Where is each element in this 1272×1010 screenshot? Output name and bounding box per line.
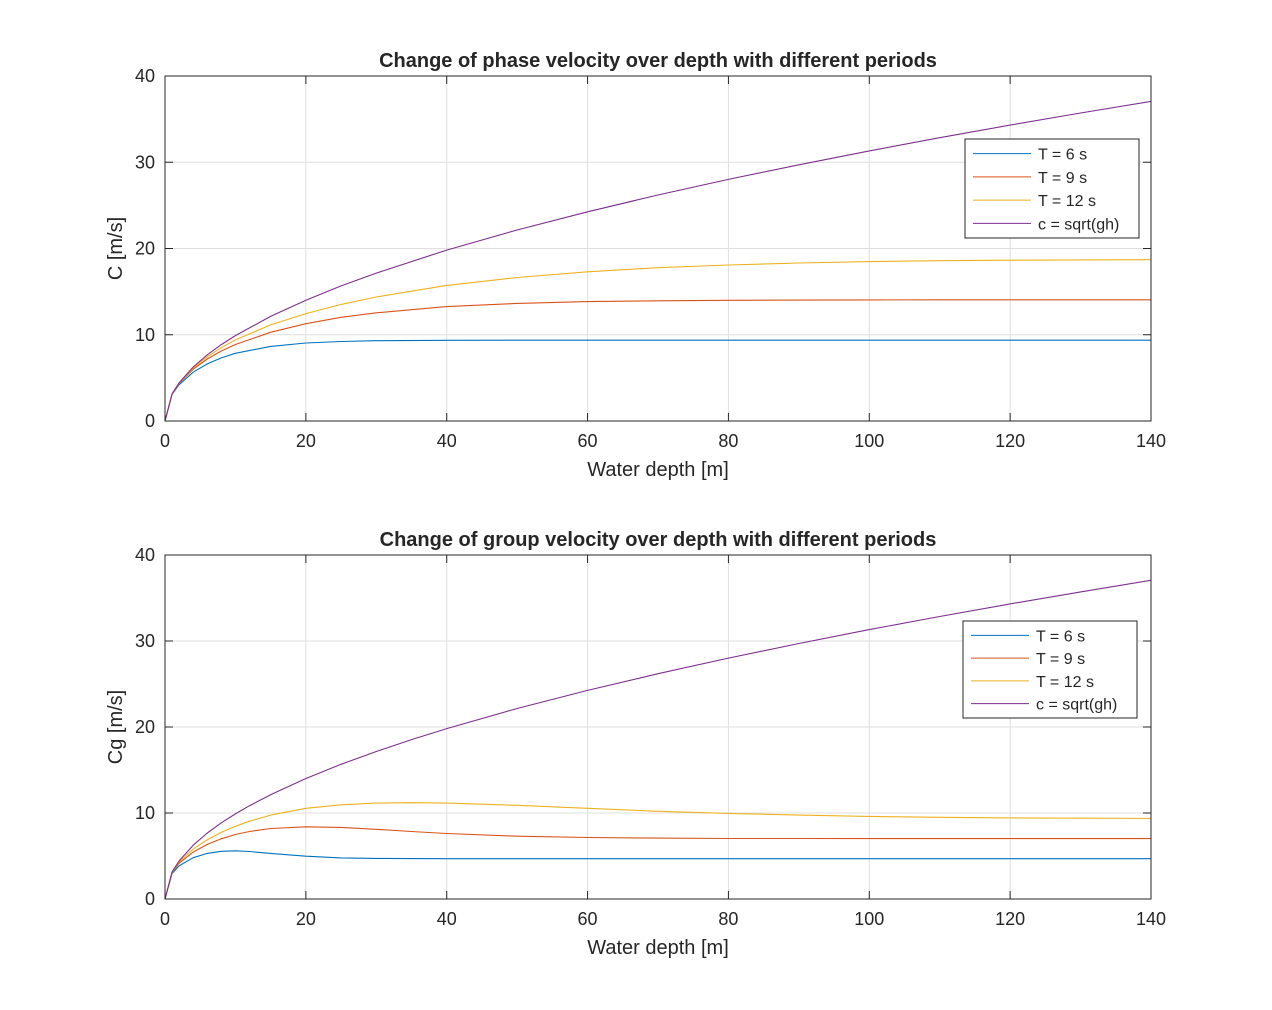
y-tick-label: 30: [135, 631, 155, 651]
group-velocity-ticks: 0 20 40 60 80 100 120 140 0 10 20 30 40: [135, 545, 1166, 929]
group-velocity-series: [164, 579, 1152, 900]
legend-label-sqrt-gh: c = sqrt(gh): [1036, 697, 1117, 714]
x-tick-label: 20: [296, 431, 316, 451]
y-tick-label: 0: [145, 411, 155, 431]
group-velocity-chart: 0 20 40 60 80 100 120 140 0 10 20 30 40 Change of gr…: [105, 529, 1166, 959]
series-line-c-sqrt-gh: [164, 100, 1152, 422]
phase-velocity-series: [164, 100, 1152, 422]
x-tick-label: 0: [160, 431, 170, 451]
group-velocity-grid: [165, 555, 1151, 899]
legend-label-t12: T = 12 s: [1036, 674, 1094, 691]
phase-velocity-y-label: C [m/s]: [105, 217, 127, 280]
y-tick-label: 10: [135, 803, 155, 823]
phase-velocity-legend: T = 6 s T = 9 s T = 12 s c = sqrt(gh): [964, 138, 1140, 239]
group-velocity-y-label: Cg [m/s]: [105, 690, 127, 764]
x-tick-label: 40: [437, 909, 457, 929]
y-tick-label: 30: [135, 152, 155, 172]
legend-label-t6: T = 6 s: [1038, 147, 1087, 164]
legend-entry-t6: T = 6 s: [973, 147, 1087, 164]
group-velocity-x-label: Water depth [m]: [587, 937, 729, 959]
x-tick-label: 140: [1136, 431, 1166, 451]
phase-velocity-chart: 0 20 40 60 80 100 120 140 0 10 20 30 40 Change of ph…: [105, 50, 1166, 481]
y-tick-label: 20: [135, 717, 155, 737]
group-velocity-legend: T = 6 s T = 9 s T = 12 s c = sqrt(gh): [962, 620, 1138, 719]
series-line-t-6-s: [164, 339, 1151, 422]
x-tick-label: 120: [995, 909, 1025, 929]
x-tick-label: 100: [854, 431, 884, 451]
legend-label-sqrt-gh: c = sqrt(gh): [1038, 216, 1119, 233]
series-line-t-12-s: [164, 802, 1152, 900]
legend-entry-sqrt-gh: c = sqrt(gh): [971, 697, 1117, 714]
legend-label-t9: T = 9 s: [1038, 170, 1087, 187]
x-tick-label: 20: [296, 909, 316, 929]
y-tick-label: 0: [145, 889, 155, 909]
legend-entry-t9: T = 9 s: [973, 170, 1087, 187]
x-tick-label: 40: [437, 431, 457, 451]
y-tick-label: 40: [135, 545, 155, 565]
series-line-t-12-s: [164, 259, 1152, 422]
legend-entry-t9: T = 9 s: [971, 651, 1085, 668]
group-velocity-legend-box: [962, 620, 1138, 719]
legend-entry-sqrt-gh: c = sqrt(gh): [973, 216, 1119, 233]
legend-entry-t6: T = 6 s: [971, 628, 1085, 645]
legend-entry-t12: T = 12 s: [971, 674, 1094, 691]
series-line-c-sqrt-gh: [164, 579, 1152, 900]
x-tick-label: 80: [718, 909, 738, 929]
x-tick-label: 60: [578, 909, 598, 929]
series-line-t-6-s: [164, 850, 1151, 900]
phase-velocity-legend-box: [964, 138, 1140, 239]
group-velocity-title: Change of group velocity over depth with…: [380, 529, 937, 551]
phase-velocity-ticks: 0 20 40 60 80 100 120 140 0 10 20 30 40: [135, 66, 1166, 451]
x-tick-label: 100: [854, 909, 884, 929]
x-tick-label: 80: [718, 431, 738, 451]
y-tick-label: 10: [135, 325, 155, 345]
legend-label-t6: T = 6 s: [1036, 628, 1085, 645]
legend-label-t9: T = 9 s: [1036, 651, 1085, 668]
x-tick-label: 140: [1136, 909, 1166, 929]
series-line-t-9-s: [164, 826, 1151, 900]
x-tick-label: 120: [995, 431, 1025, 451]
phase-velocity-x-label: Water depth [m]: [587, 459, 729, 481]
series-line-t-9-s: [164, 299, 1151, 422]
y-tick-label: 40: [135, 66, 155, 86]
y-tick-label: 20: [135, 239, 155, 259]
x-tick-label: 60: [578, 431, 598, 451]
x-tick-label: 0: [160, 909, 170, 929]
phase-velocity-title: Change of phase velocity over depth with…: [379, 50, 937, 72]
legend-label-t12: T = 12 s: [1038, 193, 1096, 210]
legend-entry-t12: T = 12 s: [973, 193, 1096, 210]
